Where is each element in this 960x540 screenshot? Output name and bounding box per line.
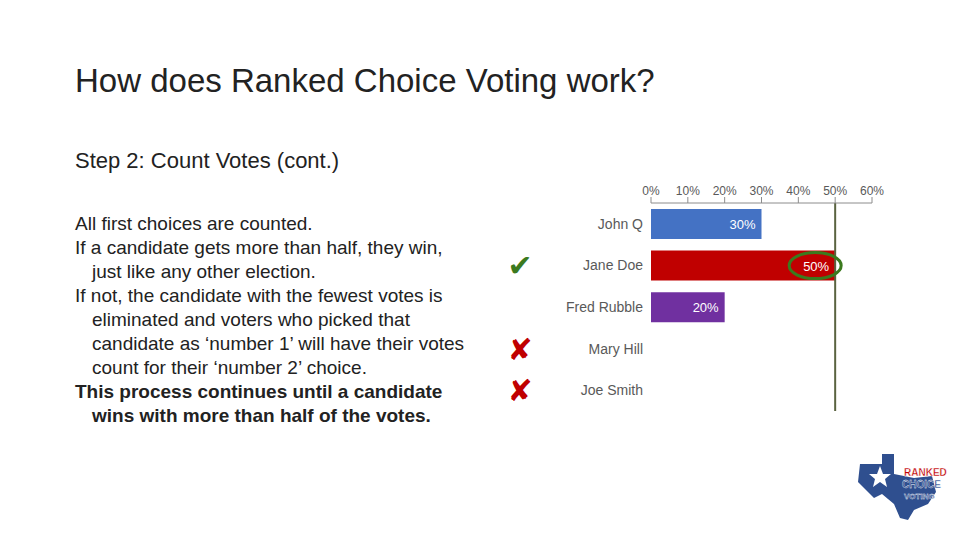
svg-text:Fred Rubble: Fred Rubble [566,299,643,315]
svg-text:40%: 40% [786,184,810,198]
html-text:How does Ranked Choice Voting: How does Ranked Choice Voting work? [75,62,655,99]
svg-text:20%: 20% [693,300,719,315]
svg-text:✘: ✘ [507,332,532,367]
svg-text:30%: 30% [749,184,773,198]
svg-text:60%: 60% [860,184,884,198]
svg-text:Joe Smith: Joe Smith [581,382,643,398]
svg-text:John Q: John Q [598,216,643,232]
html-text:This process continues until a: This process continues until a candidate… [75,381,443,426]
svg-text:30%: 30% [729,217,755,232]
svg-text:RANKED: RANKED [904,467,947,478]
svg-text:✔: ✔ [507,248,532,283]
svg-text:✘: ✘ [507,373,532,408]
html-text:If not, the candidate with the: If not, the candidate with the fewest vo… [75,285,465,378]
svg-text:20%: 20% [713,184,737,198]
html-text:Step 2: Count Votes (cont.): Step 2: Count Votes (cont.) [75,148,340,173]
svg-text:50%: 50% [803,259,829,274]
svg-text:10%: 10% [676,184,700,198]
svg-text:Jane Doe: Jane Doe [583,257,643,273]
svg-text:0%: 0% [642,184,660,198]
html-text:All first choices are counted.: All first choices are counted. [75,213,313,234]
svg-text:VOTING: VOTING [904,492,935,501]
svg-text:50%: 50% [823,184,847,198]
html-text:If a candidate gets more than: If a candidate gets more than half, they… [75,237,443,282]
svg-text:CHOICE: CHOICE [902,479,941,490]
svg-text:Mary Hill: Mary Hill [589,341,643,357]
